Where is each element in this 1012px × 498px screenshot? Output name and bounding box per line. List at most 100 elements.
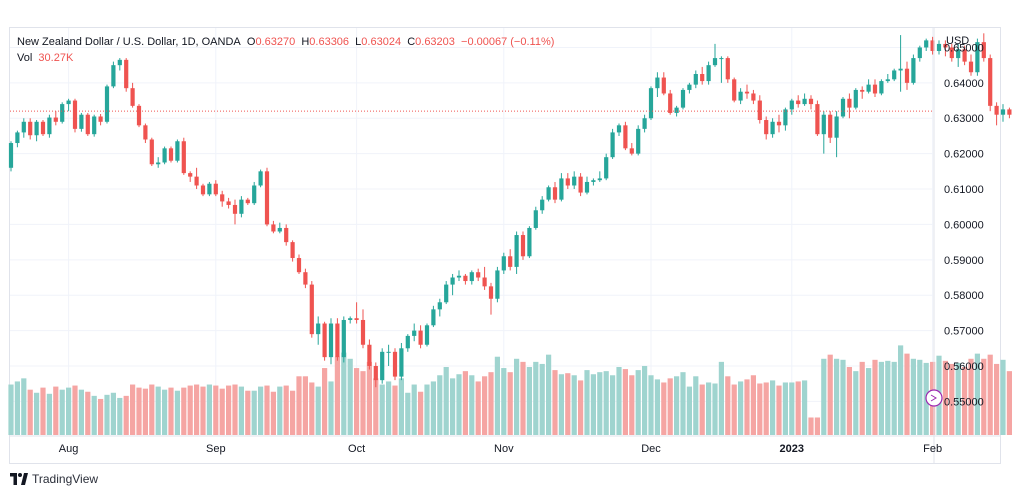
volume-bar <box>699 384 705 435</box>
candle-body <box>860 89 865 92</box>
volume-bar <box>584 370 590 435</box>
candle-body <box>412 330 417 336</box>
candle-body <box>156 162 161 165</box>
candle-body <box>200 185 206 195</box>
candle-body <box>751 93 756 101</box>
candle <box>482 266 487 290</box>
candle <box>476 268 481 282</box>
x-tick-label: Dec <box>641 443 661 455</box>
candle <box>98 114 103 126</box>
candle-body <box>85 114 90 135</box>
candle <box>200 183 206 197</box>
volume-value: 30.27K <box>38 52 74 64</box>
candle <box>879 79 884 96</box>
y-tick-label: 0.59000 <box>944 255 984 267</box>
volume-bar <box>898 345 904 435</box>
volume-bar <box>187 385 193 435</box>
volume-bar <box>232 384 238 435</box>
candle-body <box>226 201 231 205</box>
candle-body <box>821 114 826 135</box>
volume-bar <box>552 370 558 435</box>
candle <box>796 95 801 108</box>
candle <box>572 171 577 190</box>
candle-body <box>943 43 948 48</box>
volume-bar <box>200 386 206 435</box>
volume-bar <box>104 394 110 435</box>
open-label: O <box>246 36 256 48</box>
time-axis[interactable]: Aug Sep Oct Nov Dec 2023 Feb <box>59 443 942 455</box>
candle <box>578 173 583 197</box>
candle <box>949 43 954 62</box>
candle-body <box>1000 109 1006 115</box>
volume-bar <box>949 363 955 435</box>
candle <box>456 270 462 282</box>
candle-body <box>872 84 878 94</box>
candle <box>175 139 180 163</box>
volume-bar <box>482 376 488 435</box>
symbol-title[interactable]: New Zealand Dollar / U.S. Dollar, 1D, OA… <box>17 36 241 48</box>
candle-body <box>194 176 199 186</box>
candle-body <box>380 351 385 381</box>
volume-bar <box>994 363 1000 435</box>
candle <box>15 130 20 148</box>
candle-body <box>431 309 436 326</box>
volume-bar <box>667 378 673 435</box>
candle <box>706 61 711 85</box>
y-tick-label: 0.57000 <box>944 326 984 338</box>
candle <box>962 45 967 66</box>
candle <box>424 323 430 347</box>
volume-bar <box>686 386 692 435</box>
candle-body <box>136 105 142 126</box>
volume-bar <box>40 387 46 435</box>
tradingview-branding[interactable]: TradingView <box>10 472 98 486</box>
volume-bar <box>706 382 712 435</box>
volume-bar <box>539 363 545 435</box>
candle <box>1000 104 1006 122</box>
candle <box>194 167 199 190</box>
candle <box>284 224 289 246</box>
volume-bar <box>878 361 884 435</box>
candle-body <box>360 319 366 345</box>
volume-label[interactable]: Vol <box>17 52 33 64</box>
candle-body <box>661 77 666 94</box>
candle-body <box>207 183 212 195</box>
candle-body <box>367 344 372 366</box>
volume-bar <box>610 375 616 435</box>
price-axis[interactable]: 0.65000 0.64000 0.63000 0.62000 0.61000 0.600… <box>944 42 984 408</box>
candle <box>924 38 929 52</box>
volume-bar <box>14 381 20 435</box>
candle-body <box>776 121 782 126</box>
candle <box>508 249 513 271</box>
candle-body <box>956 49 961 59</box>
candle-body <box>476 272 481 278</box>
volume-bar <box>770 380 776 435</box>
candle-body <box>693 74 698 85</box>
candle-body <box>53 117 58 122</box>
candle <box>904 61 910 90</box>
volume-bar <box>1000 359 1006 435</box>
volume-bar <box>149 384 155 435</box>
candle <box>757 95 762 124</box>
close-label: C <box>407 36 416 48</box>
candle-body <box>328 323 334 358</box>
volume-bar <box>501 368 507 435</box>
candle-body <box>418 330 423 345</box>
candle <box>911 54 916 85</box>
candle <box>693 70 698 89</box>
candle-body <box>277 227 282 232</box>
candle <box>943 40 948 57</box>
volume-bar <box>258 386 264 435</box>
candle <box>207 181 212 197</box>
candle-body <box>92 116 97 135</box>
candle-body <box>1007 109 1012 115</box>
volume-bar <box>226 385 232 435</box>
candle-body <box>316 323 321 335</box>
candle <box>808 95 814 110</box>
currency-label[interactable]: USD <box>946 35 970 47</box>
volume-bar <box>66 387 72 435</box>
scroll-marker-icon[interactable] <box>925 389 943 407</box>
volume-bar <box>642 365 648 435</box>
candle-body <box>815 104 820 135</box>
candle <box>450 273 455 296</box>
